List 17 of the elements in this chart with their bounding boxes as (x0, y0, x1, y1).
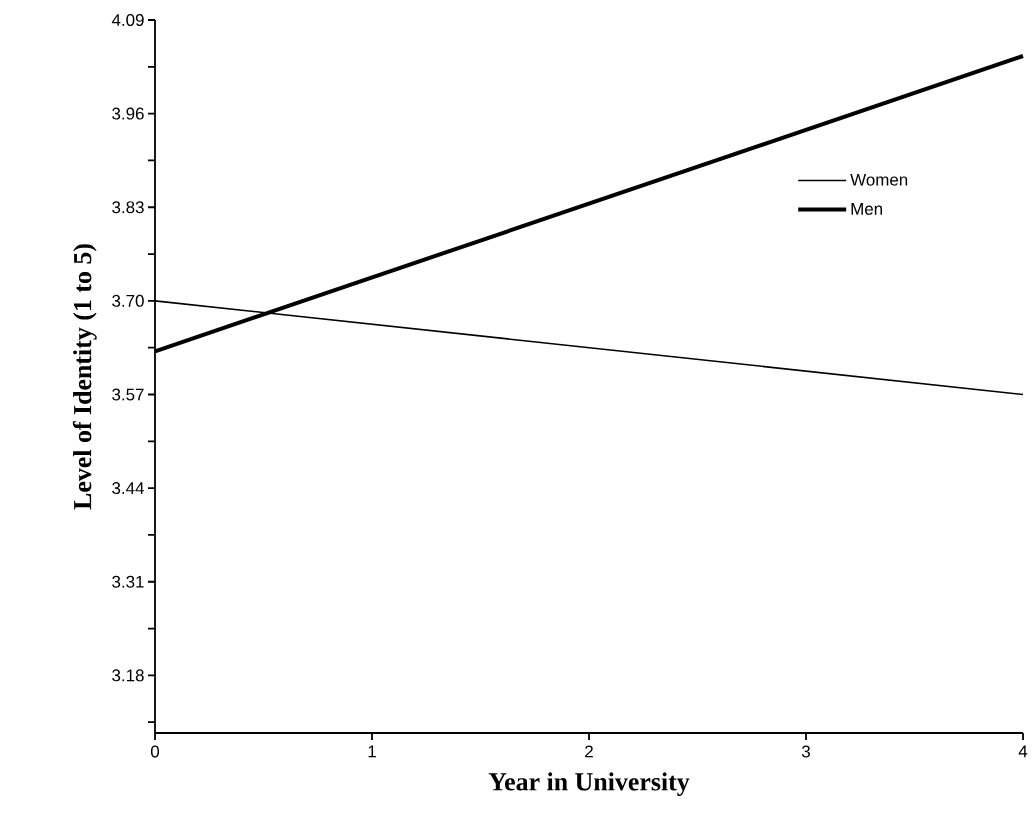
legend-label: Men (851, 203, 882, 215)
y-tick-label: 3.83 (112, 201, 144, 214)
x-axis-title: Year in University (488, 772, 690, 796)
x-tick-label: 3 (801, 745, 810, 758)
y-tick-label: 3.18 (112, 669, 144, 682)
y-tick-label: 3.96 (112, 107, 144, 120)
y-tick-label: 3.44 (112, 482, 144, 495)
x-tick-label: 2 (585, 745, 593, 758)
x-tick-label: 0 (150, 745, 160, 758)
x-tick-label: 1 (368, 745, 376, 758)
x-tick-label: 4 (1018, 745, 1028, 758)
y-tick-label: 3.31 (112, 575, 144, 588)
y-tick-label: 4.09 (111, 13, 144, 26)
y-tick-label: 3.70 (112, 294, 144, 307)
y-tick-label: 3.57 (112, 388, 144, 401)
legend-label: Women (850, 173, 908, 186)
y-axis-title: Level of Identity (1 to 5) (72, 244, 97, 510)
